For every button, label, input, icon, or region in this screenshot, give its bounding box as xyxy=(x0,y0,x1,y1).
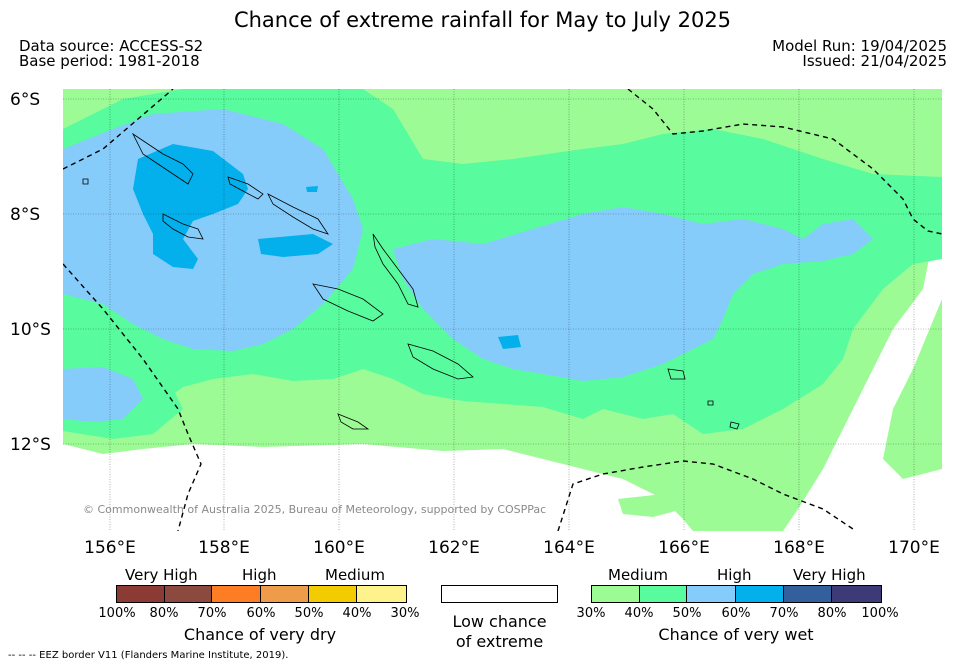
low-chance-caption-line1: Low chance xyxy=(452,612,547,631)
small-islet-1 xyxy=(707,400,714,406)
copyright-notice: © Commonwealth of Australia 2025, Bureau… xyxy=(83,503,547,516)
wet-swatch-60-70 xyxy=(736,586,784,602)
dry-header-very-high: Very High xyxy=(125,566,198,584)
dry-colorbar xyxy=(116,585,407,603)
map-canvas xyxy=(63,89,942,531)
dry-swatch-60-50 xyxy=(261,586,309,602)
wet-swatch-50-60 xyxy=(687,586,737,602)
malaita-island xyxy=(372,233,419,308)
dry-tick-30: 30% xyxy=(390,606,420,621)
small-islet-3 xyxy=(82,178,89,185)
lon-label-158e: 158°E xyxy=(198,538,250,558)
wet-swatch-30-40 xyxy=(592,586,640,602)
wet-header-medium: Medium xyxy=(608,566,668,584)
low-chance-caption-line2: of extreme xyxy=(455,632,544,651)
dry-swatch-80-70 xyxy=(164,586,213,602)
model-run: Model Run: 19/04/2025 xyxy=(772,37,947,55)
dry-swatch-100-80 xyxy=(117,586,165,602)
lat-label-8s: 8°S xyxy=(10,205,41,225)
issued-date: Issued: 21/04/2025 xyxy=(802,52,947,70)
rainfall-map xyxy=(63,89,942,531)
map-title: Chance of extreme rainfall for May to Ju… xyxy=(233,8,732,32)
lat-label-12s: 12°S xyxy=(10,435,51,455)
santa-isabel-island xyxy=(267,193,329,235)
dry-header-medium: Medium xyxy=(325,566,385,584)
choiseul-island xyxy=(227,176,264,200)
source-info: Data source: ACCESS-S2 Base period: 1981… xyxy=(19,39,203,69)
lon-label-170e: 170°E xyxy=(888,538,940,558)
bougainville-island xyxy=(131,132,194,185)
small-islet-2 xyxy=(729,421,740,430)
lon-label-164e: 164°E xyxy=(543,538,595,558)
islands xyxy=(82,132,740,430)
lon-label-160e: 160°E xyxy=(313,538,365,558)
dry-swatch-50-40 xyxy=(308,586,358,602)
wet-60-70-zone xyxy=(133,144,248,269)
lat-label-10s: 10°S xyxy=(10,320,51,340)
santa-cruz-island xyxy=(667,368,686,380)
low-chance-caption: Low chance of extreme xyxy=(429,612,570,652)
dry-tick-50: 50% xyxy=(294,606,324,621)
lat-label-6s: 6°S xyxy=(10,90,41,110)
lon-label-166e: 166°E xyxy=(658,538,710,558)
dry-tick-40: 40% xyxy=(342,606,372,621)
dry-tick-80: 80% xyxy=(149,606,179,621)
wet-colorbar xyxy=(591,585,882,603)
wet-tick-80: 80% xyxy=(817,606,847,621)
wet-tick-70: 70% xyxy=(769,606,799,621)
lon-label-156e: 156°E xyxy=(84,538,136,558)
eez-borders xyxy=(63,89,942,531)
lon-label-162e: 162°E xyxy=(428,538,480,558)
wet-30-40-zone-ne xyxy=(883,299,942,479)
wet-60-70-zone-c xyxy=(498,335,521,349)
wet-tick-40: 40% xyxy=(624,606,654,621)
wet-50-60-zone-sw xyxy=(63,367,143,422)
low-chance-swatch xyxy=(441,585,558,603)
base-period: Base period: 1981-2018 xyxy=(19,52,200,70)
eez-footnote: -- -- -- EEZ border V11 (Flanders Marine… xyxy=(8,650,289,661)
wet-header-high: High xyxy=(717,566,752,584)
dry-tick-70: 70% xyxy=(197,606,227,621)
wet-swatch-70-80 xyxy=(783,586,833,602)
wet-tick-50: 50% xyxy=(672,606,702,621)
graticule xyxy=(63,89,942,531)
data-source: Data source: ACCESS-S2 xyxy=(19,37,204,55)
wet-caption: Chance of very wet xyxy=(658,625,814,644)
wet-header-very-high: Very High xyxy=(793,566,866,584)
dry-swatch-40-30 xyxy=(357,586,407,602)
dry-swatch-70-60 xyxy=(212,586,262,602)
wet-tick-60: 60% xyxy=(721,606,751,621)
new-georgia-island xyxy=(162,213,204,240)
dry-tick-100: 100% xyxy=(98,606,136,621)
lon-label-168e: 168°E xyxy=(773,538,825,558)
low-chance-fill xyxy=(442,586,557,602)
run-info: Model Run: 19/04/2025 Issued: 21/04/2025 xyxy=(772,39,947,69)
wet-60-70-zone-n xyxy=(306,186,318,192)
guadalcanal-island xyxy=(312,283,384,322)
wet-swatch-80-100 xyxy=(832,586,882,602)
dry-caption: Chance of very dry xyxy=(183,625,337,644)
wet-swatch-40-50 xyxy=(639,586,688,602)
wet-30-40-zone-s xyxy=(618,494,683,517)
makira-island xyxy=(407,343,474,380)
dry-header-high: High xyxy=(242,566,277,584)
rennell-island xyxy=(337,413,370,430)
wet-tick-100: 100% xyxy=(861,606,899,621)
dry-tick-60: 60% xyxy=(246,606,276,621)
wet-60-70-zone-e xyxy=(258,234,333,257)
wet-tick-30: 30% xyxy=(576,606,606,621)
